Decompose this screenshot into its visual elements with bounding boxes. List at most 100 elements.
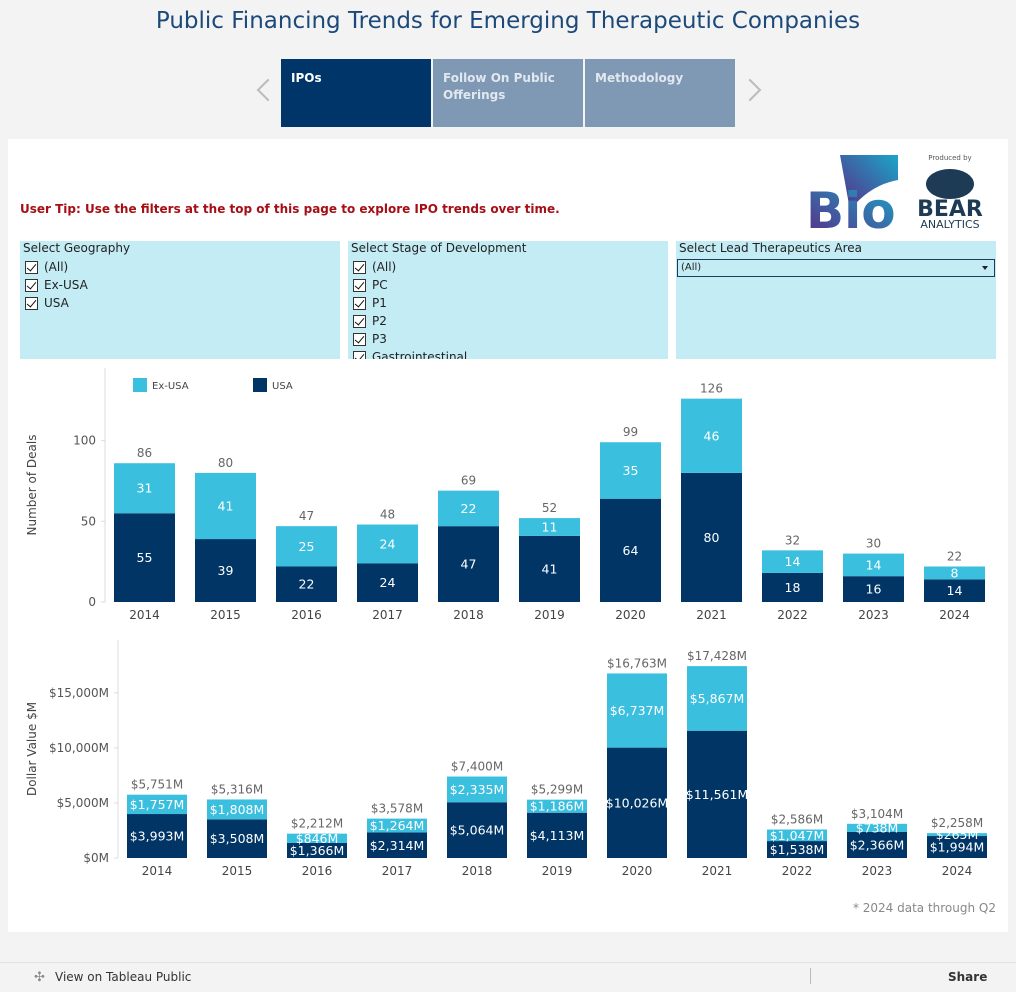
option-label: P2 <box>372 314 387 328</box>
segment-label: 14 <box>866 557 882 572</box>
segment-label: 22 <box>299 577 315 592</box>
y-tick-label: 100 <box>73 434 96 448</box>
bar-segment <box>287 833 347 843</box>
bar-segment <box>447 802 507 858</box>
total-label: 52 <box>542 501 557 515</box>
total-label: 126 <box>700 382 723 396</box>
segment-label: $6,737M <box>610 703 665 718</box>
checkbox[interactable] <box>353 333 366 346</box>
x-tick-label: 2016 <box>302 864 333 878</box>
page-title: Public Financing Trends for Emerging The… <box>155 8 861 34</box>
filter-stage: Select Stage of Development (All) PC P1 P2 P3… <box>348 241 668 359</box>
segment-label: $5,064M <box>450 823 505 838</box>
segment-label: $2,335M <box>450 782 505 797</box>
tab[interactable]: Follow On Public Offerings <box>433 59 583 127</box>
segment-label: $1,047M <box>770 828 825 843</box>
option-label: Gastrointestinal <box>372 350 468 359</box>
bar-segment <box>924 579 985 602</box>
total-label: 99 <box>623 425 638 439</box>
footnote: * 2024 data through Q2 <box>852 901 996 915</box>
x-tick-label: 2021 <box>702 864 733 878</box>
prev-arrow[interactable] <box>256 78 280 102</box>
bar-segment <box>357 524 418 564</box>
bar-segment <box>847 831 907 858</box>
x-tick-label: 2023 <box>858 608 889 622</box>
segment-label: $2,314M <box>370 838 425 853</box>
segment-label: $4,113M <box>530 828 585 843</box>
segment-label: $2,366M <box>850 837 905 852</box>
segment-label: 16 <box>866 582 882 597</box>
bar-segment <box>195 472 256 540</box>
tab[interactable]: Methodology <box>585 59 735 127</box>
bar-segment <box>527 812 587 858</box>
total-label: $2,586M <box>771 813 823 827</box>
share-button[interactable]: Share <box>948 970 988 984</box>
total-label: 48 <box>380 508 395 522</box>
bar-segment <box>438 490 499 527</box>
y-tick-label: 50 <box>81 514 96 528</box>
bio-leaf <box>840 155 898 210</box>
segment-label: $1,264M <box>370 818 425 833</box>
x-tick-label: 2024 <box>942 864 973 878</box>
legend-swatch <box>133 378 147 392</box>
segment-label: 41 <box>542 561 558 576</box>
segment-label: 46 <box>704 428 720 443</box>
tab[interactable]: IPOs <box>281 59 431 127</box>
filter-geography: Select Geography (All) Ex-USA USA <box>20 241 340 359</box>
segment-label: 47 <box>461 557 477 572</box>
checkbox[interactable] <box>353 279 366 292</box>
checkbox[interactable] <box>25 261 38 274</box>
x-tick-label: 2017 <box>372 608 403 622</box>
bar-segment <box>681 398 742 473</box>
y-tick-label: 0 <box>88 595 96 609</box>
dropdown[interactable]: (All) <box>677 259 995 277</box>
filter-area: Select Lead Therapeutics Area (All) <box>676 241 996 359</box>
tableau-icon: ✣ <box>34 970 45 985</box>
x-tick-label: 2020 <box>622 864 653 878</box>
bar-segment <box>438 526 499 602</box>
segment-label: $738M <box>856 820 899 835</box>
checkbox[interactable] <box>353 297 366 310</box>
next-arrow[interactable] <box>738 78 762 102</box>
bar-segment <box>843 576 904 602</box>
bar-segment <box>367 832 427 858</box>
segment-label: 25 <box>299 539 315 554</box>
segment-label: 80 <box>704 530 720 545</box>
checkbox[interactable] <box>353 261 366 274</box>
bar-segment <box>114 463 175 514</box>
bar-segment <box>519 518 580 536</box>
bar-segment <box>287 842 347 858</box>
y-tick-label: $5,000M <box>57 796 109 810</box>
segment-label: $1,366M <box>290 843 345 858</box>
filter-label: Select Stage of Development <box>351 241 527 255</box>
total-label: $5,751M <box>131 778 183 792</box>
filter-label: Select Geography <box>23 241 131 255</box>
checkbox[interactable] <box>353 315 366 328</box>
bar-segment <box>367 818 427 833</box>
view-link[interactable]: View on Tableau Public <box>55 970 192 984</box>
option-label: P3 <box>372 332 387 346</box>
analytics-logo: ANALYTICS <box>920 218 979 231</box>
checkbox[interactable] <box>353 351 366 359</box>
y-tick-label: $0M <box>83 851 109 865</box>
checkbox[interactable] <box>25 297 38 310</box>
option-label: (All) <box>372 260 397 274</box>
x-tick-label: 2017 <box>382 864 413 878</box>
charts: Number of Deals 0 50 100 2014 55 31 86 2015 39 41 8… <box>25 368 987 878</box>
y-tick-label: $15,000M <box>49 686 109 700</box>
checkbox[interactable] <box>25 279 38 292</box>
legend-label: Ex-USA <box>152 381 189 392</box>
x-tick-label: 2014 <box>142 864 173 878</box>
produced-by: Produced by <box>928 154 971 162</box>
bar-segment <box>127 794 187 815</box>
bar-segment <box>527 799 587 813</box>
bar-segment <box>207 799 267 820</box>
bar-segment <box>519 535 580 602</box>
total-label: 30 <box>866 537 881 551</box>
bar-segment <box>843 553 904 577</box>
segment-label: 31 <box>137 481 153 496</box>
segment-label: $5,867M <box>690 691 745 706</box>
option-label: PC <box>372 278 388 292</box>
segment-label: 35 <box>623 463 639 478</box>
